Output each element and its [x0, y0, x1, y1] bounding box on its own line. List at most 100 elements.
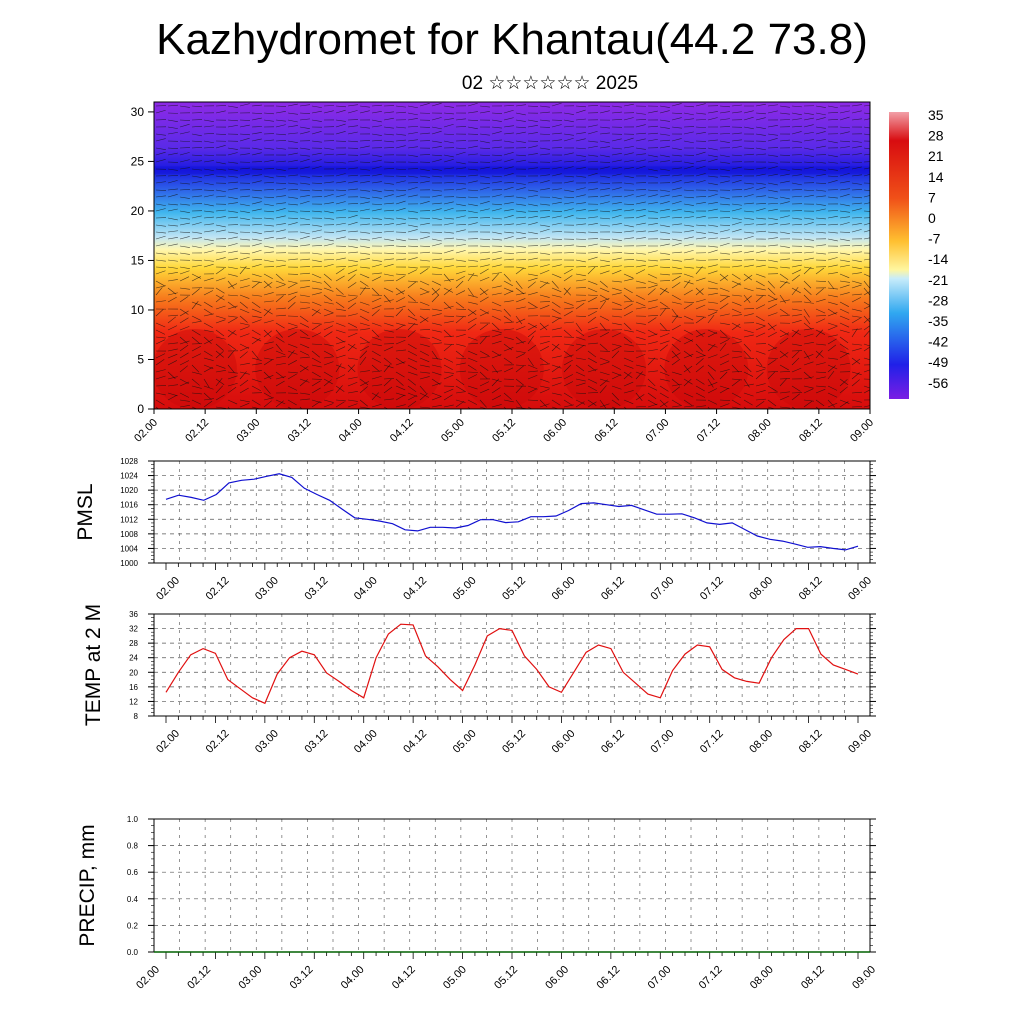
wind-segment	[215, 319, 226, 324]
wind-segment	[239, 195, 250, 198]
wind-segment	[695, 315, 706, 318]
wind-segment	[803, 328, 814, 331]
wind-segment	[659, 105, 670, 108]
wind-segment	[851, 272, 862, 275]
wind-segment	[779, 112, 790, 115]
wind-segment	[347, 302, 357, 310]
wind-segment	[407, 280, 418, 283]
wind-segment	[839, 336, 849, 344]
wind-segment	[503, 357, 513, 364]
wind-segment	[431, 294, 440, 303]
wind-segment	[395, 139, 406, 142]
wind-segment	[371, 357, 382, 363]
wind-segment	[635, 138, 646, 142]
wind-segment	[467, 153, 478, 156]
wind-segment	[323, 321, 334, 324]
wind-segment	[299, 329, 309, 336]
wind-segment	[179, 310, 189, 317]
wind-segment	[359, 406, 370, 409]
wind-segment	[827, 168, 838, 171]
wind-segment	[251, 263, 262, 268]
x-tick-label: 02.00	[154, 575, 182, 603]
wind-segment	[239, 399, 250, 403]
wind-segment	[683, 118, 694, 121]
wind-segment	[743, 364, 752, 373]
wind-segment	[263, 400, 272, 408]
wind-segment	[695, 355, 706, 359]
wind-segment	[839, 264, 850, 268]
wind-segment	[503, 117, 514, 121]
x-tick-label: 03.00	[236, 964, 264, 992]
wind-segment	[203, 203, 214, 207]
wind-segment	[803, 175, 814, 178]
wind-segment	[299, 217, 310, 221]
wind-segment	[575, 315, 586, 318]
wind-segment	[839, 188, 850, 191]
x-tick-label: 03.00	[234, 417, 262, 445]
wind-segment	[635, 165, 646, 170]
wind-segment	[707, 193, 718, 198]
wind-segment	[695, 304, 706, 310]
wind-segment	[335, 123, 346, 128]
wind-segment	[851, 391, 862, 394]
x-tick-label: 04.12	[401, 728, 429, 756]
wind-segment	[671, 180, 682, 184]
wind-segment	[431, 396, 442, 401]
wind-segment	[623, 364, 634, 369]
wind-segment	[515, 406, 526, 409]
x-tick-label: 09.00	[846, 728, 874, 756]
wind-segment	[215, 216, 226, 219]
wind-segment	[515, 231, 526, 235]
wind-segment	[443, 388, 454, 394]
wind-segment	[719, 353, 730, 359]
wind-segment	[443, 335, 454, 338]
wind-segment	[515, 306, 526, 310]
wind-segment	[575, 392, 586, 395]
wind-segment	[779, 352, 789, 359]
wind-segment	[599, 140, 610, 144]
wind-segment	[599, 238, 611, 240]
wind-segment	[179, 392, 190, 398]
wind-segment	[539, 105, 550, 108]
wind-segment	[515, 222, 526, 226]
x-tick-label: 03.00	[253, 728, 281, 756]
wind-segment	[191, 133, 202, 137]
wind-segment	[587, 280, 598, 285]
wind-segment	[395, 287, 405, 295]
wind-segment	[731, 308, 742, 314]
wind-segment	[419, 231, 430, 234]
wind-segment	[755, 203, 766, 205]
wind-segment	[167, 360, 178, 366]
wind-segment	[599, 270, 610, 275]
wind-segment	[659, 399, 668, 408]
wind-segment	[203, 182, 214, 186]
wind-segment	[323, 273, 332, 281]
wind-segment	[791, 195, 802, 198]
wind-segment	[755, 280, 765, 287]
wind-segment	[755, 364, 766, 369]
wind-segment	[275, 307, 286, 310]
wind-segment	[755, 182, 766, 185]
wind-segment	[695, 196, 707, 198]
wind-segment	[251, 329, 261, 336]
wind-segment	[299, 258, 310, 261]
wind-segment	[743, 294, 751, 304]
wind-segment	[431, 288, 440, 296]
wind-segment	[815, 329, 824, 338]
wind-segment	[731, 104, 742, 107]
wind-segment	[263, 119, 274, 122]
wind-segment	[839, 210, 850, 213]
wind-segment	[539, 237, 550, 240]
wind-segment	[443, 112, 454, 115]
wind-segment	[551, 315, 562, 320]
wind-segment	[659, 168, 670, 171]
wind-segment	[239, 103, 250, 107]
wind-segment	[683, 112, 694, 116]
wind-segment	[203, 398, 214, 401]
wind-segment	[659, 280, 671, 282]
wind-segment	[551, 196, 562, 200]
wind-segment	[587, 294, 598, 296]
wind-segment	[791, 320, 802, 324]
wind-segment	[299, 200, 310, 205]
wind-segment	[299, 392, 310, 395]
